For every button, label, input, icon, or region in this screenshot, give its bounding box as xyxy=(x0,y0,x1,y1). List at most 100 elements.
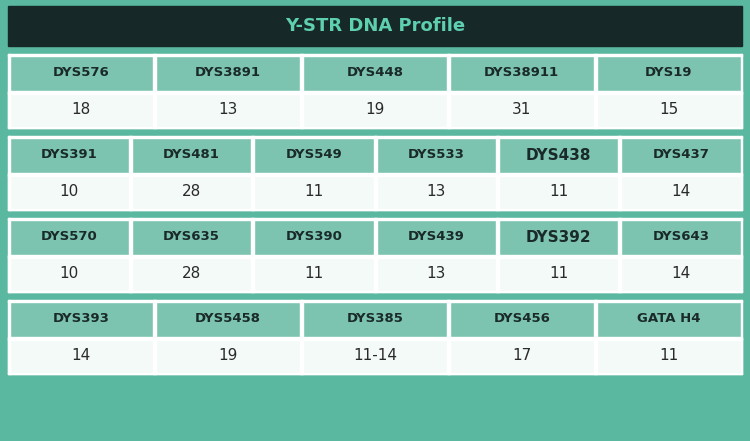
Bar xyxy=(154,338,302,374)
Bar xyxy=(154,336,302,338)
Bar xyxy=(497,136,620,138)
Bar xyxy=(375,218,497,256)
Bar xyxy=(8,6,742,46)
Text: DYS570: DYS570 xyxy=(40,231,98,243)
Bar xyxy=(497,209,620,210)
Text: 14: 14 xyxy=(72,348,91,363)
Bar xyxy=(375,136,497,174)
Bar xyxy=(448,92,596,93)
Bar xyxy=(596,300,742,302)
Bar xyxy=(300,92,302,128)
Text: 10: 10 xyxy=(59,184,79,199)
Bar xyxy=(497,256,620,258)
Bar xyxy=(130,256,253,258)
Bar xyxy=(129,256,130,292)
Bar xyxy=(497,291,620,292)
Text: Y-STR DNA Profile: Y-STR DNA Profile xyxy=(285,17,465,35)
Text: 15: 15 xyxy=(659,102,678,117)
Bar xyxy=(375,254,497,256)
Text: 17: 17 xyxy=(512,348,532,363)
Bar xyxy=(130,218,253,220)
Bar xyxy=(448,373,596,374)
Bar xyxy=(740,54,742,92)
Bar xyxy=(130,254,253,256)
Text: DYS38911: DYS38911 xyxy=(484,67,560,79)
Text: 10: 10 xyxy=(59,266,79,281)
Bar xyxy=(375,174,497,176)
Bar xyxy=(620,256,742,292)
Bar xyxy=(253,254,375,256)
Bar xyxy=(448,54,596,56)
Bar xyxy=(153,92,154,128)
Bar xyxy=(375,218,497,220)
Bar xyxy=(253,136,375,138)
Bar xyxy=(154,338,302,340)
Text: DYS393: DYS393 xyxy=(53,313,110,325)
Bar xyxy=(620,136,742,174)
Bar xyxy=(596,373,742,374)
Bar xyxy=(154,54,302,56)
Bar xyxy=(154,92,156,128)
Bar xyxy=(8,300,10,338)
Bar xyxy=(130,218,132,256)
Bar xyxy=(253,174,375,210)
Bar xyxy=(620,136,621,174)
Bar xyxy=(8,136,10,174)
Bar xyxy=(448,300,450,338)
Text: DYS19: DYS19 xyxy=(645,67,692,79)
Text: 13: 13 xyxy=(218,102,238,117)
Bar xyxy=(596,92,597,128)
Bar xyxy=(8,338,10,374)
Bar xyxy=(8,54,10,92)
Bar xyxy=(620,136,742,138)
Bar xyxy=(620,174,742,176)
Bar xyxy=(130,218,253,256)
Bar xyxy=(8,218,130,256)
Bar xyxy=(594,338,596,374)
Text: DYS456: DYS456 xyxy=(494,313,550,325)
Bar xyxy=(375,256,497,292)
Text: DYS5458: DYS5458 xyxy=(195,313,261,325)
Text: DYS437: DYS437 xyxy=(652,149,710,161)
Bar xyxy=(596,336,742,338)
Bar xyxy=(618,174,620,210)
Bar xyxy=(129,174,130,210)
Text: DYS392: DYS392 xyxy=(526,229,591,244)
Bar xyxy=(497,218,499,256)
Text: DYS385: DYS385 xyxy=(346,313,404,325)
Bar xyxy=(8,174,10,210)
Bar xyxy=(448,54,450,92)
Bar xyxy=(497,136,499,174)
Bar xyxy=(448,300,596,338)
Text: 14: 14 xyxy=(671,184,691,199)
Text: DYS549: DYS549 xyxy=(286,149,342,161)
Bar xyxy=(302,54,448,92)
Bar xyxy=(253,256,375,258)
Bar xyxy=(153,300,154,338)
Bar xyxy=(154,300,156,338)
Text: 18: 18 xyxy=(72,102,91,117)
Bar xyxy=(302,338,448,374)
Bar xyxy=(496,256,497,292)
Bar xyxy=(375,218,376,256)
Text: 14: 14 xyxy=(671,266,691,281)
Bar xyxy=(596,338,597,374)
Bar xyxy=(253,136,375,174)
Bar xyxy=(251,256,253,292)
Text: 19: 19 xyxy=(218,348,238,363)
Text: 11: 11 xyxy=(304,184,323,199)
Bar xyxy=(302,338,303,374)
Bar xyxy=(253,291,375,292)
Bar xyxy=(375,291,497,292)
Bar xyxy=(596,127,742,128)
Bar xyxy=(596,92,742,128)
Bar xyxy=(596,54,742,92)
Bar xyxy=(8,338,154,340)
Bar xyxy=(618,136,620,174)
Bar xyxy=(130,136,253,138)
Bar xyxy=(130,174,253,176)
Bar xyxy=(154,92,302,93)
Bar xyxy=(448,338,596,340)
Bar xyxy=(302,92,448,93)
Bar xyxy=(8,256,10,292)
